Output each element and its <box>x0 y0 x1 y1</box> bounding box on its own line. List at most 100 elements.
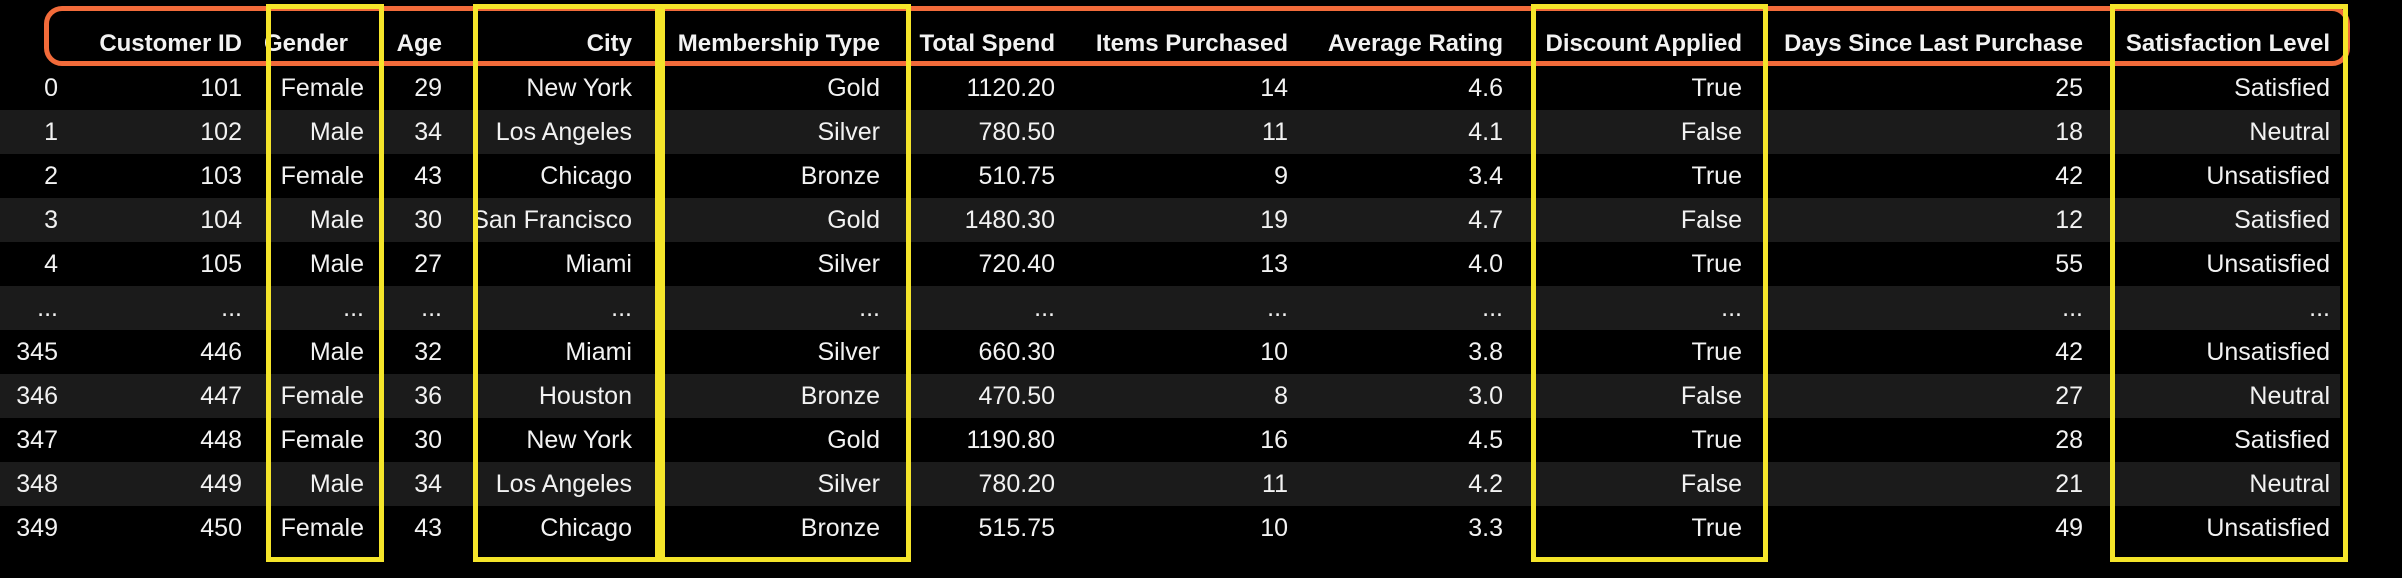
table-cell: 104 <box>200 206 242 234</box>
table-cell: Satisfied <box>2234 74 2330 102</box>
table-cell: ... <box>859 294 880 322</box>
table-cell: Silver <box>817 118 880 146</box>
table-cell: Satisfied <box>2234 206 2330 234</box>
table-cell: 29 <box>414 74 442 102</box>
row-index: 348 <box>16 470 58 498</box>
table-cell: 470.50 <box>978 382 1055 410</box>
table-cell: Unsatisfied <box>2206 250 2330 278</box>
table-cell: False <box>1680 206 1742 234</box>
table-cell: 12 <box>2055 206 2083 234</box>
column-header-customer-id[interactable]: Customer ID <box>99 30 242 57</box>
table-cell: 21 <box>2055 470 2083 498</box>
table-row: 347 448 Female 30 New York Gold 1190.80 16 4.5 Tr… <box>0 418 2340 462</box>
table-cell: Gold <box>827 206 880 234</box>
table-cell: 4.0 <box>1468 250 1503 278</box>
table-cell: Bronze <box>800 162 880 190</box>
table-row: 348 449 Male 34 Los Angeles Silver 780.20 11 4.2… <box>0 462 2340 506</box>
table-cell: 43 <box>414 162 442 190</box>
table-cell: Neutral <box>2249 118 2330 146</box>
table-cell: New York <box>526 74 632 102</box>
table-cell: 3.3 <box>1468 514 1503 542</box>
table-cell: ... <box>343 294 364 322</box>
table-cell: 450 <box>200 514 242 542</box>
table-cell: Unsatisfied <box>2206 162 2330 190</box>
table-cell: Chicago <box>540 162 632 190</box>
table-cell: 27 <box>414 250 442 278</box>
table-cell: 102 <box>200 118 242 146</box>
column-header-membership-type[interactable]: Membership Type <box>677 30 880 57</box>
table-cell: 449 <box>200 470 242 498</box>
table-cell: 30 <box>414 426 442 454</box>
table-cell: Los Angeles <box>495 118 632 146</box>
table-cell: 8 <box>1274 382 1288 410</box>
table-cell: Female <box>280 382 364 410</box>
table-header-row: Customer ID Gender Age City Membership Type T… <box>0 22 2340 66</box>
table-cell: 36 <box>414 382 442 410</box>
table-cell: ... <box>1482 294 1503 322</box>
table-cell: Male <box>309 118 364 146</box>
table-cell: Male <box>309 206 364 234</box>
row-index: 349 <box>16 514 58 542</box>
table-cell: 30 <box>414 206 442 234</box>
table-cell: 18 <box>2055 118 2083 146</box>
column-header-city[interactable]: City <box>586 30 632 57</box>
column-header-total-spend[interactable]: Total Spend <box>919 30 1055 57</box>
table-cell: 11 <box>1262 118 1288 146</box>
table-cell: 510.75 <box>978 162 1055 190</box>
table-cell: 101 <box>200 74 242 102</box>
table-cell: True <box>1691 74 1742 102</box>
table-cell: ... <box>1034 294 1055 322</box>
table-cell: 1120.20 <box>966 74 1055 102</box>
table-cell: Neutral <box>2249 470 2330 498</box>
table-cell: 3.0 <box>1468 382 1503 410</box>
table-cell: True <box>1691 426 1742 454</box>
table-cell: 10 <box>1260 514 1288 542</box>
row-index: 1 <box>44 118 58 146</box>
table-cell: Unsatisfied <box>2206 514 2330 542</box>
row-index: ... <box>37 294 58 322</box>
column-header-discount-applied[interactable]: Discount Applied <box>1545 30 1742 57</box>
column-header-gender[interactable]: Gender <box>264 30 349 57</box>
table-cell: 9 <box>1274 162 1288 190</box>
table-cell: ... <box>2062 294 2083 322</box>
table-cell: Silver <box>817 338 880 366</box>
table-cell: ... <box>221 294 242 322</box>
table-row: 345 446 Male 32 Miami Silver 660.30 10 3.8 True 42… <box>0 330 2340 374</box>
table-row: 0 101 Female 29 New York Gold 1120.20 14 4.6 True… <box>0 66 2340 110</box>
table-cell: Los Angeles <box>495 470 632 498</box>
table-cell: ... <box>1267 294 1288 322</box>
index-header[interactable] <box>0 22 58 66</box>
table-cell: False <box>1680 470 1742 498</box>
table-cell: Silver <box>817 470 880 498</box>
table-cell: 720.40 <box>978 250 1055 278</box>
table-cell: ... <box>2309 294 2330 322</box>
row-index: 4 <box>44 250 58 278</box>
table-cell: 34 <box>414 118 442 146</box>
table-cell: 16 <box>1260 426 1288 454</box>
table-cell: 34 <box>414 470 442 498</box>
row-index: 0 <box>44 74 58 102</box>
column-header-average-rating[interactable]: Average Rating <box>1327 30 1503 57</box>
row-index: 345 <box>16 338 58 366</box>
table-cell: 448 <box>200 426 242 454</box>
table-cell: 14 <box>1260 74 1288 102</box>
column-header-satisfaction-level[interactable]: Satisfaction Level <box>2125 30 2330 57</box>
table-cell: Gold <box>827 426 880 454</box>
column-header-age[interactable]: Age <box>396 30 442 57</box>
table-cell: 660.30 <box>978 338 1055 366</box>
table-cell: Bronze <box>800 514 880 542</box>
column-header-days-since-last-purchase[interactable]: Days Since Last Purchase <box>1784 30 2083 57</box>
table-cell: Female <box>280 162 364 190</box>
table-cell: Miami <box>565 250 632 278</box>
table-row: .................................... <box>0 286 2340 330</box>
table-cell: Silver <box>817 250 880 278</box>
table-cell: 10 <box>1260 338 1288 366</box>
table-cell: 1190.80 <box>966 426 1055 454</box>
table-cell: 49 <box>2055 514 2083 542</box>
row-index: 3 <box>44 206 58 234</box>
table-cell: 4.6 <box>1468 74 1503 102</box>
table-cell: 42 <box>2055 338 2083 366</box>
table-cell: Chicago <box>540 514 632 542</box>
column-header-items-purchased[interactable]: Items Purchased <box>1095 30 1288 57</box>
